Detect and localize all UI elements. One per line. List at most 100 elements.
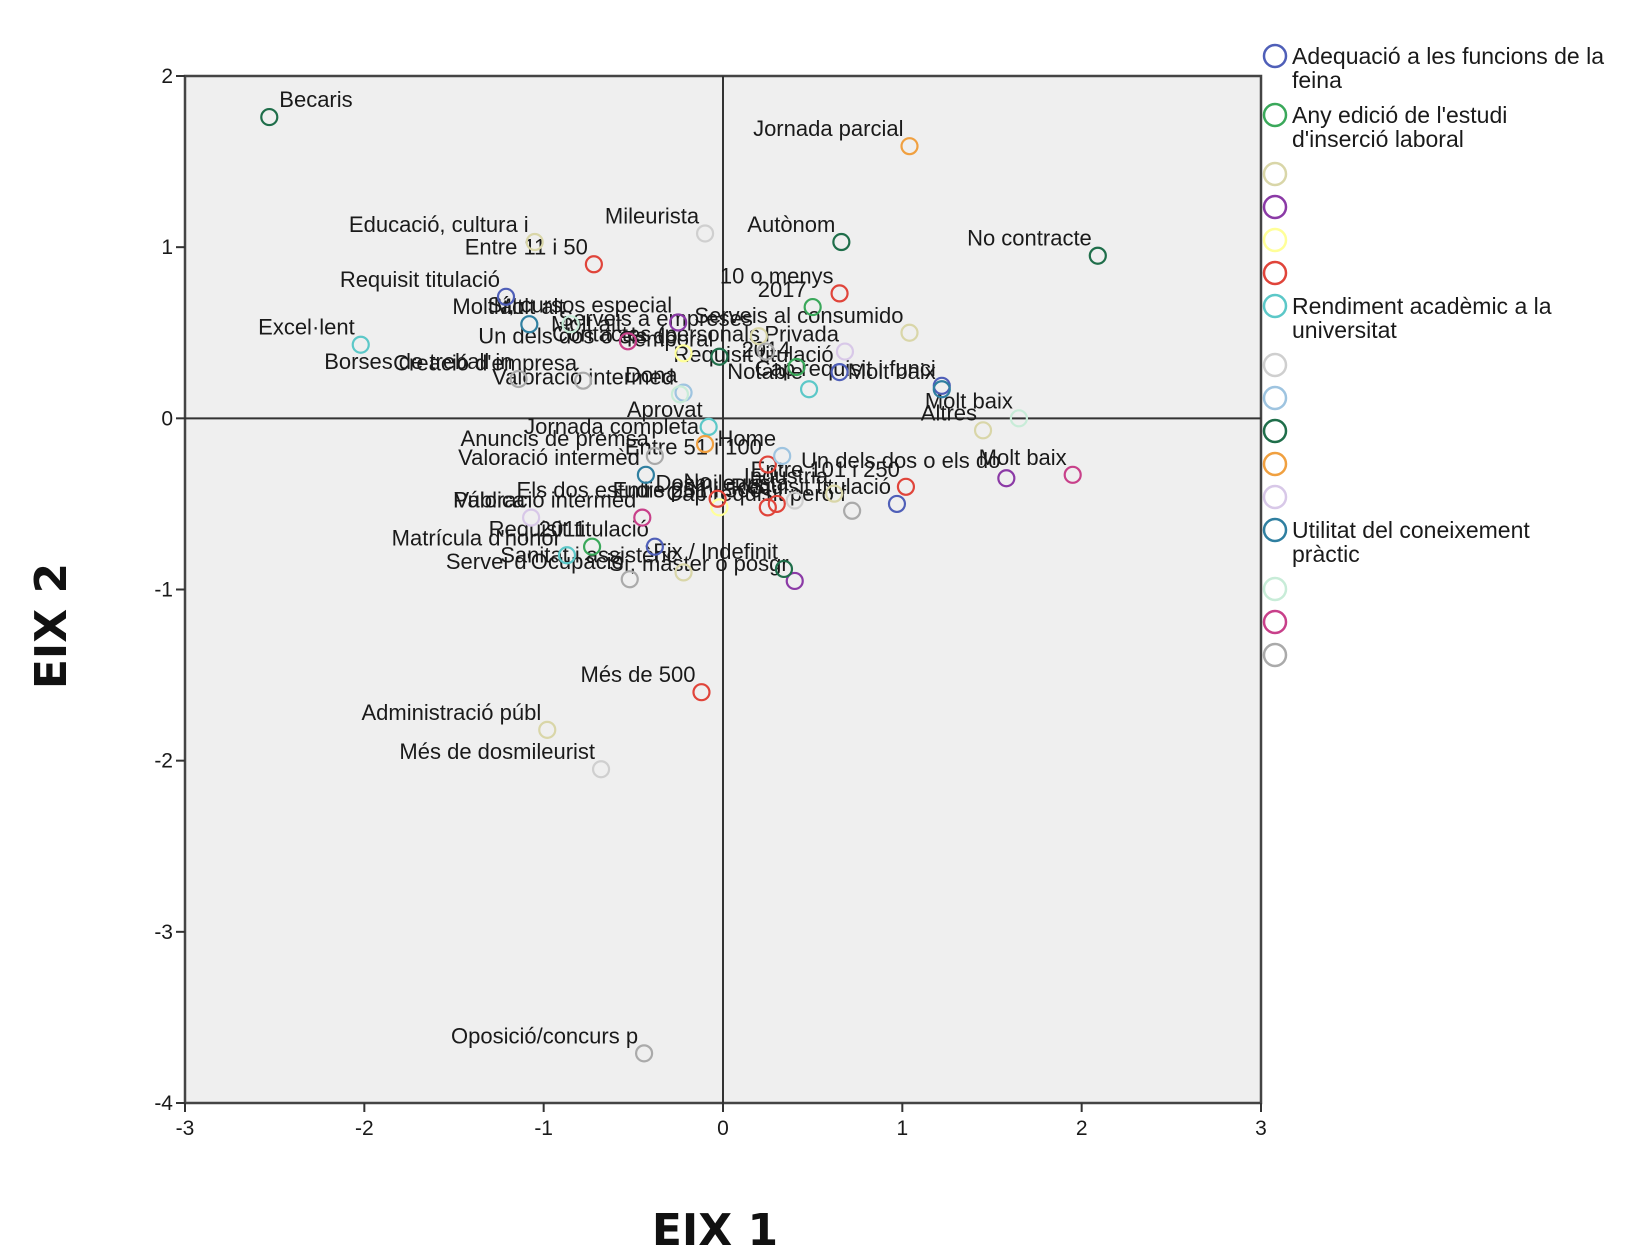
point-label: Excel·lent [258,315,355,340]
point-label: Privada [764,322,839,347]
x-tick-label: 2 [1076,1117,1088,1140]
point-label: Els dos estudis prim [517,477,714,502]
point-label: Becaris [279,87,352,112]
data-point [710,347,729,366]
x-tick-label: 0 [717,1117,729,1140]
x-tick-label: -3 [176,1117,195,1140]
point-label: Temporal [623,327,713,352]
data-point [674,344,693,363]
point-label: Serveis a empreses [558,306,752,331]
data-point [785,571,804,591]
legend-marker [1262,293,1288,319]
y-axis-title: EIX 2 [26,563,77,689]
data-point [799,380,819,399]
point-label: Molt alt [494,294,565,319]
point-label: No [683,469,711,494]
data-point [496,287,516,306]
point-label: 2011 [539,517,586,542]
point-label: Notable [727,359,803,384]
point-label: Aprovat [627,397,703,422]
data-point [520,315,539,334]
x-tick-label: -1 [534,1117,553,1140]
data-point [636,465,655,484]
data-point [525,232,544,252]
data-point [710,498,729,517]
data-points [260,107,1107,1063]
point-labels: Requisit titulació Requisit titulació Requ… [258,87,1092,1048]
point-label: 2017 [758,277,807,302]
data-point [645,537,664,556]
data-point [708,489,727,508]
point-label: Requisit titulació [340,267,500,292]
point-label: Requisit titulació [731,474,891,499]
point-label: Més de dosmileurist [399,739,595,764]
point-label: Contactes (personals [552,322,760,347]
y-tick-label: 2 [161,65,173,88]
x-axis-title: EIX 1 [652,1205,778,1246]
data-point [538,720,557,739]
point-label: Més de 500 [581,662,696,687]
legend: Adequació a les funcions de la feina Any e… [1262,43,1604,668]
legend-marker [1262,161,1288,187]
point-label: Serveis al consumido [694,303,903,328]
data-point [574,371,593,390]
point-label: Altres [921,400,977,425]
data-point [832,232,851,252]
data-point [561,315,580,334]
data-point [618,332,638,351]
x-tick-label: -2 [355,1117,374,1140]
point-label: Sí, cursos especial [488,292,673,317]
point-label: Sí [750,474,771,499]
legend-marker [1262,352,1288,378]
point-label: Borses de treball in [324,349,512,374]
data-point [509,369,528,389]
data-point [1063,465,1082,484]
point-label: Valoració intermèd [455,488,637,513]
data-point [695,224,715,243]
data-point [758,455,777,474]
point-label: No contracte [967,226,1092,251]
data-point [767,494,786,514]
point-label: Cap requisit però f [666,481,847,506]
point-label: Fix / Indefinit [653,539,778,564]
point-label: Jornada parcial [753,116,903,141]
data-point [669,313,688,332]
y-tick-label: -3 [154,921,173,944]
data-point [695,434,715,454]
point-label: Sí, màster o posgr [609,551,789,576]
legend-entry-label: Any edició de l'estudi d'inserció laboral [1292,102,1507,152]
legend-marker [1262,227,1288,253]
data-point [1009,409,1029,428]
legend-entry-label: Adequació a les funcions de la feina [1292,43,1604,93]
point-label: Jornada completa [524,414,700,439]
data-point [774,559,794,579]
point-label: 10 o menys [720,263,834,288]
point-label: Entre 251 i 500 [613,477,762,502]
point-label: Un dels dos o els do [801,448,1000,473]
data-point [900,323,919,342]
point-label: Creació d'empresa [393,351,578,376]
data-point [803,297,822,317]
point-label: Matrícula d'honor [392,525,561,550]
point-label: Indústria [744,464,829,489]
y-tick-label: -1 [154,579,173,602]
data-point [674,563,693,582]
point-label: Molt baix [979,445,1067,470]
data-point [670,385,690,404]
legend-marker [1262,194,1288,220]
legend-entry-label: Rendiment acadèmic a la universitat [1292,293,1552,343]
data-point [645,446,664,466]
point-label: Mileurista [605,203,700,228]
legend-marker [1262,517,1288,543]
legend-marker [1262,484,1288,510]
data-point [699,417,718,436]
data-point [634,1044,654,1063]
data-point [584,255,603,274]
data-point [973,421,993,440]
data-point [756,342,776,361]
point-label: Educació, cultura i [349,212,529,237]
data-point [835,342,855,361]
data-point [787,357,806,377]
point-label: Requisit titulació [489,517,649,542]
